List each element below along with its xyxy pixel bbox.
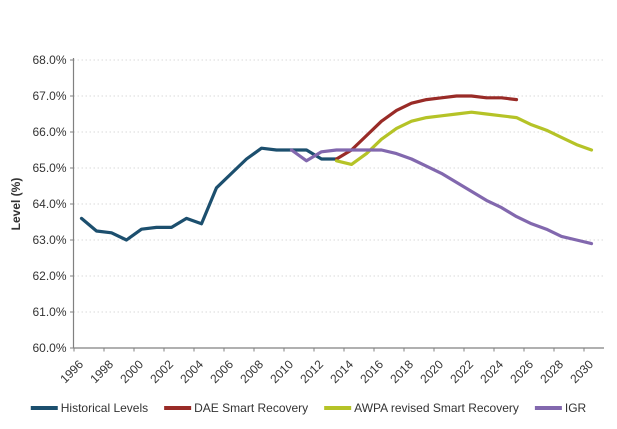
x-tick-label: 1996: [57, 357, 86, 386]
y-tick-label: 60.0%: [32, 341, 66, 355]
y-tick-labels: 60.0% 61.0% 62.0% 63.0% 64.0% 65.0% 66.0% 67.0%…: [32, 53, 66, 355]
legend-label: IGR: [565, 401, 587, 415]
x-tick-label: 2028: [537, 357, 566, 386]
axes: [70, 58, 604, 352]
x-tick-label: 2002: [147, 357, 176, 386]
x-tick-label: 2008: [237, 357, 266, 386]
y-tick-label: 68.0%: [32, 53, 66, 67]
y-tick-label: 63.0%: [32, 233, 66, 247]
gridlines: [73, 59, 604, 313]
y-tick-label: 65.0%: [32, 161, 66, 175]
series-line-historical-levels: [79, 146, 339, 242]
x-tick-label: 1998: [87, 357, 116, 386]
x-tick-label: 2018: [387, 357, 416, 386]
y-tick-label: 66.0%: [32, 125, 66, 139]
legend-item: AWPA revised Smart Recovery: [324, 401, 519, 415]
y-axis-title: Level (%): [9, 178, 23, 231]
x-tick-labels: 1996 1998 2000 2002 2004 2006 2008 2010 2012 2014…: [57, 357, 596, 386]
x-tick-label: 2020: [417, 357, 446, 386]
y-tick-label: 61.0%: [32, 305, 66, 319]
y-tick-label: 62.0%: [32, 269, 66, 283]
x-tick-label: 2012: [297, 357, 326, 386]
x-tick-label: 2022: [447, 357, 476, 386]
legend-item: IGR: [534, 401, 587, 415]
x-tick-label: 2014: [327, 357, 356, 386]
x-tick-label: 2010: [267, 357, 296, 386]
legend-label: AWPA revised Smart Recovery: [354, 401, 519, 415]
series-lines: [79, 94, 594, 246]
x-tick-label: 2030: [567, 357, 596, 386]
x-tick-label: 2000: [117, 357, 146, 386]
x-tick-label: 2016: [357, 357, 386, 386]
legend-label: DAE Smart Recovery: [194, 401, 308, 415]
x-tick-label: 2024: [477, 357, 506, 386]
legend-item: DAE Smart Recovery: [164, 401, 308, 415]
series-line-dae-smart-recovery: [334, 94, 519, 161]
x-tick-label: 2006: [207, 357, 236, 386]
legend: Historical Levels DAE Smart Recovery AWPA …: [30, 401, 587, 415]
x-tick-label: 2026: [507, 357, 536, 386]
legend-item: Historical Levels: [30, 401, 148, 415]
y-tick-label: 64.0%: [32, 197, 66, 211]
series-line-igr: [289, 148, 594, 246]
series-line-awpa-revised-smart-recovery: [334, 110, 594, 166]
y-tick-label: 67.0%: [32, 89, 66, 103]
x-tick-label: 2004: [177, 357, 206, 386]
legend-label: Historical Levels: [61, 401, 148, 415]
